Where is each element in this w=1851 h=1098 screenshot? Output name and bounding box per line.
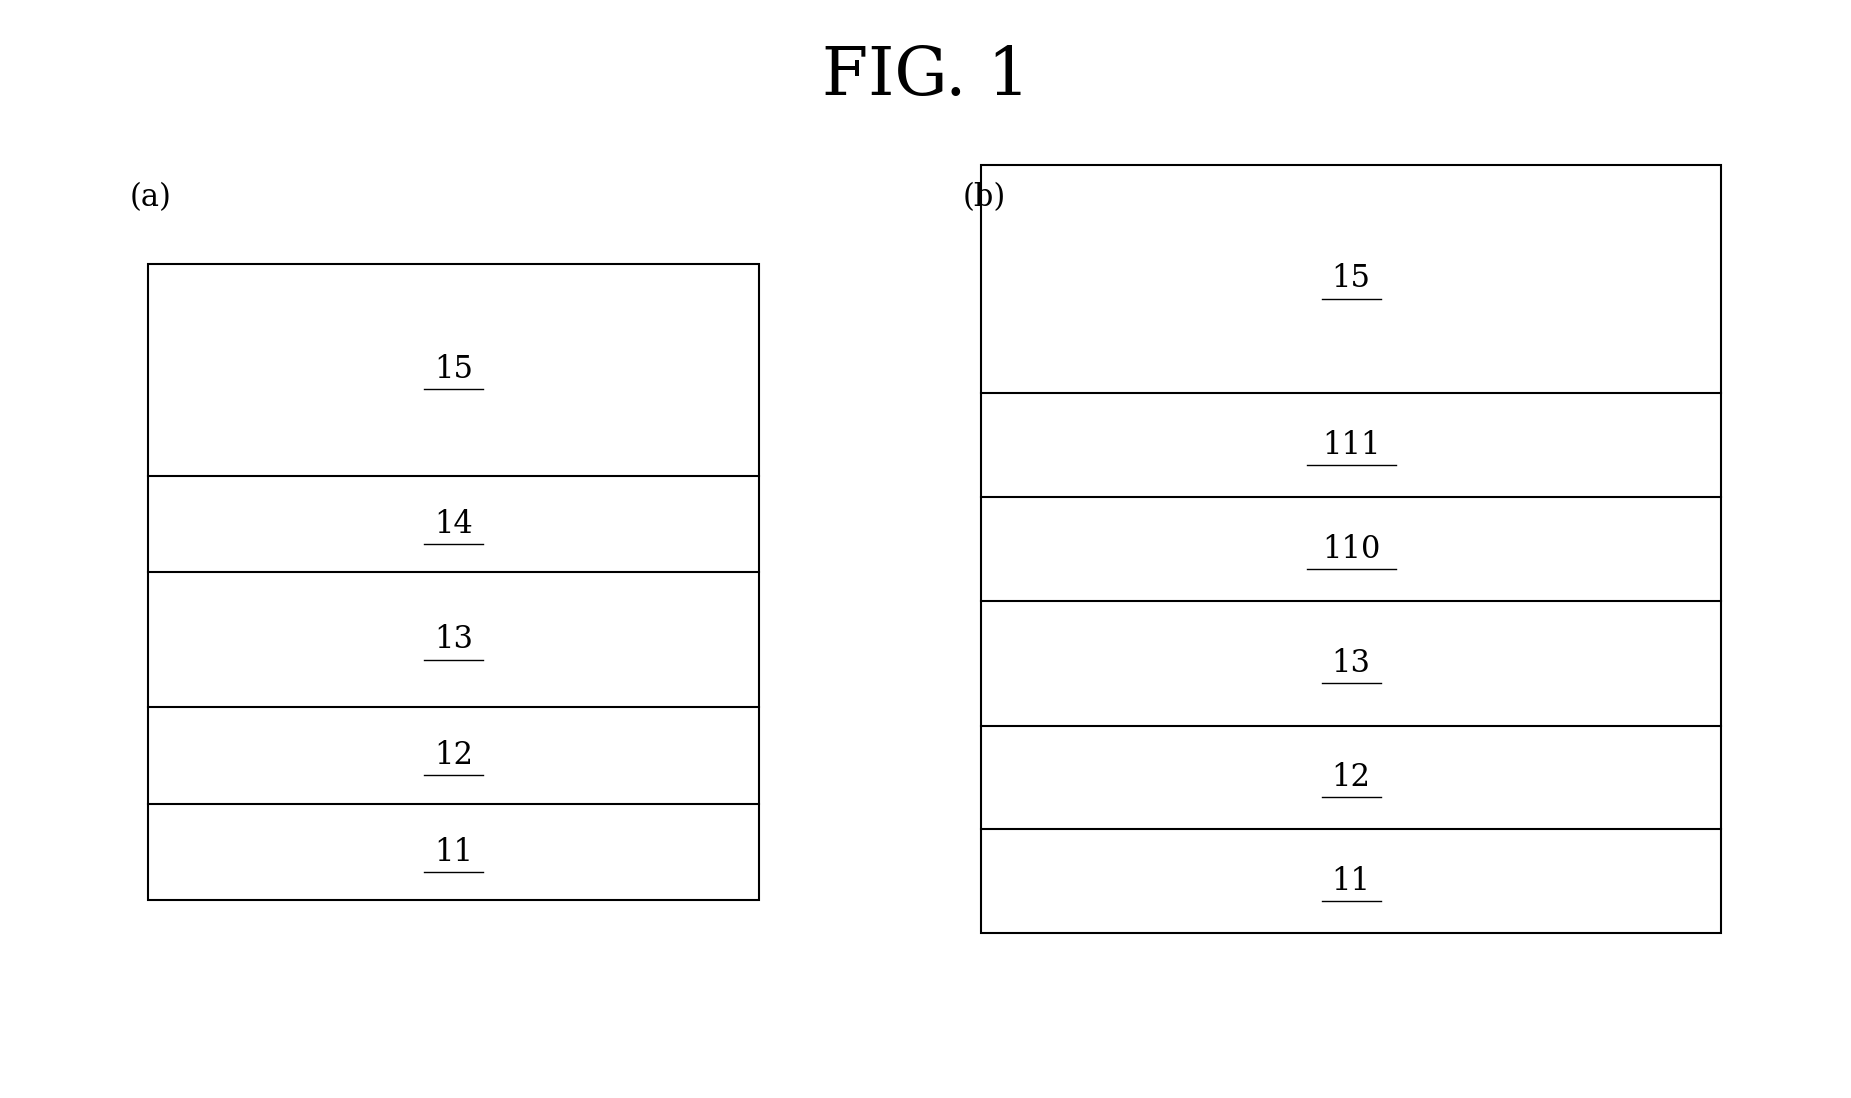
Text: 15: 15 [433,355,474,385]
Text: 11: 11 [433,837,474,867]
Text: 110: 110 [1322,534,1381,564]
Text: 15: 15 [1331,264,1372,294]
Text: 13: 13 [433,625,474,656]
Text: 12: 12 [1331,762,1372,793]
Text: 13: 13 [1331,648,1372,679]
Text: 12: 12 [433,740,474,771]
Text: (b): (b) [963,182,1005,213]
Text: 14: 14 [435,508,472,539]
Text: FIG. 1: FIG. 1 [822,44,1029,109]
Text: (a): (a) [130,182,172,213]
Text: 11: 11 [1331,866,1372,897]
Bar [981,165,1721,933]
Bar [148,264,759,900]
Text: 111: 111 [1322,429,1381,461]
